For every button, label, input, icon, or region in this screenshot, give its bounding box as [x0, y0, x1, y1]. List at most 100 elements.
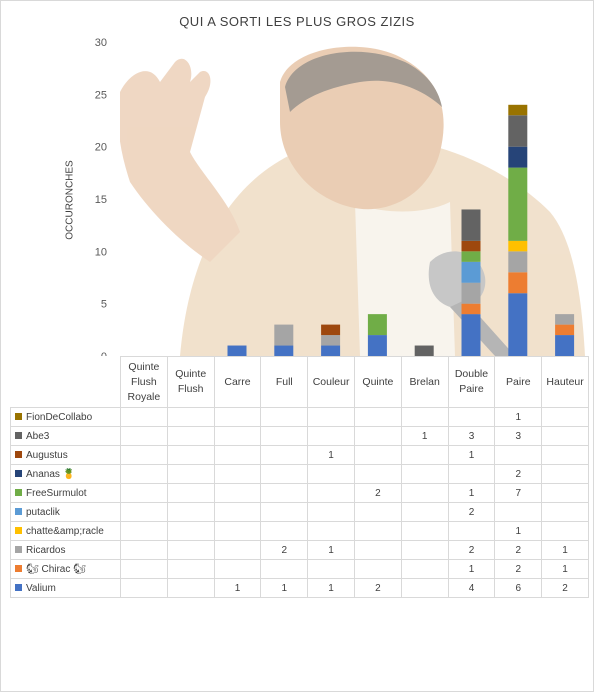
bar-segment [508, 146, 528, 168]
y-tick-label: 10 [95, 246, 107, 258]
series-name: Ananas 🍍 [26, 468, 76, 480]
x-category-label: Full [260, 356, 309, 408]
data-cell [353, 502, 402, 522]
data-cell [213, 407, 262, 427]
data-cell [213, 426, 262, 446]
data-cell [541, 464, 589, 484]
bar-segment [508, 240, 528, 252]
y-tick-label: 5 [101, 299, 107, 311]
data-cell [260, 407, 309, 427]
data-cell [213, 521, 262, 541]
data-cell [120, 540, 168, 560]
chart-title: QUI A SORTI LES PLUS GROS ZIZIS [179, 14, 415, 29]
legend-swatch [15, 412, 22, 420]
data-cell [447, 521, 496, 541]
data-cell: 1 [213, 578, 262, 598]
series-name: Abe3 [26, 430, 50, 442]
data-cell [120, 445, 168, 465]
bar-segment [461, 261, 481, 283]
x-category-label: Double Paire [447, 356, 496, 408]
legend-swatch [15, 488, 22, 496]
bar-segment [508, 272, 528, 294]
table-row: FionDeCollabo 1 [10, 407, 589, 427]
data-cell [307, 407, 355, 427]
x-category-label: Quinte Flush [166, 356, 215, 408]
bar-segment [461, 240, 481, 252]
data-cell [120, 483, 168, 503]
bar-segment [461, 209, 481, 241]
y-tick-label: 25 [95, 89, 107, 101]
data-cell [400, 407, 449, 427]
data-cell [166, 502, 215, 522]
data-cell [213, 464, 262, 484]
data-cell: 7 [494, 483, 543, 503]
data-cell: 2 [447, 540, 496, 560]
legend-swatch [15, 431, 22, 439]
data-cell: 2 [494, 559, 543, 579]
data-cell: 4 [447, 578, 496, 598]
data-cell [400, 464, 449, 484]
data-cell [400, 578, 449, 598]
x-category-label: Hauteur [541, 356, 589, 408]
data-cell: 1 [494, 521, 543, 541]
data-cell: 1 [447, 559, 496, 579]
y-tick-label: 20 [95, 142, 107, 154]
table-row: Ricardos 2 1 2 2 1 [10, 540, 589, 560]
series-name: chatte&amp;racle [26, 525, 104, 537]
series-name: Augustus [26, 449, 68, 461]
stacked-bar-chart: 0 5 10 15 20 25 30 [95, 37, 575, 356]
data-cell [400, 502, 449, 522]
bar-segment [274, 345, 294, 356]
data-cell [307, 502, 355, 522]
data-cell [213, 540, 262, 560]
x-category-label: Brelan [400, 356, 449, 408]
bar-segment [321, 345, 341, 356]
bar-segment [508, 167, 528, 241]
data-cell [166, 540, 215, 560]
x-category-label: Quinte [353, 356, 402, 408]
data-cell [541, 426, 589, 446]
data-cell [400, 521, 449, 541]
series-name: Valium [26, 582, 56, 594]
data-cell [353, 540, 402, 560]
data-cell [353, 521, 402, 541]
data-cell [260, 445, 309, 465]
data-cell [166, 559, 215, 579]
chart-data-table: Quinte Flush Royale Quinte Flush Carre Full… [10, 356, 589, 598]
data-cell [260, 502, 309, 522]
data-cell: 2 [541, 578, 589, 598]
data-cell: 2 [260, 540, 309, 560]
data-cell [120, 464, 168, 484]
data-cell [166, 578, 215, 598]
data-cell: 1 [307, 578, 355, 598]
y-tick-label: 15 [95, 194, 107, 206]
data-cell [400, 483, 449, 503]
data-cell [120, 407, 168, 427]
data-cell [166, 445, 215, 465]
data-cell: 6 [494, 578, 543, 598]
data-cell [120, 559, 168, 579]
data-cell [400, 559, 449, 579]
data-cell [353, 426, 402, 446]
data-cell [307, 521, 355, 541]
table-row: Abe3 1 3 3 [10, 426, 589, 446]
data-cell [307, 483, 355, 503]
data-cell [307, 464, 355, 484]
table-corner [10, 356, 121, 408]
data-cell [260, 483, 309, 503]
data-cell [166, 483, 215, 503]
data-cell: 1 [541, 559, 589, 579]
data-cell [260, 521, 309, 541]
legend-swatch [15, 450, 22, 458]
data-cell: 1 [260, 578, 309, 598]
data-cell [541, 521, 589, 541]
x-category-label: Paire [494, 356, 543, 408]
legend-swatch [15, 526, 22, 534]
bar-segment [508, 293, 528, 356]
table-row: putaclik 2 [10, 502, 589, 522]
data-cell [166, 521, 215, 541]
bar-segment [508, 104, 528, 116]
bar-segment [461, 314, 481, 356]
series-name: FionDeCollabo [26, 411, 93, 423]
data-cell [447, 464, 496, 484]
